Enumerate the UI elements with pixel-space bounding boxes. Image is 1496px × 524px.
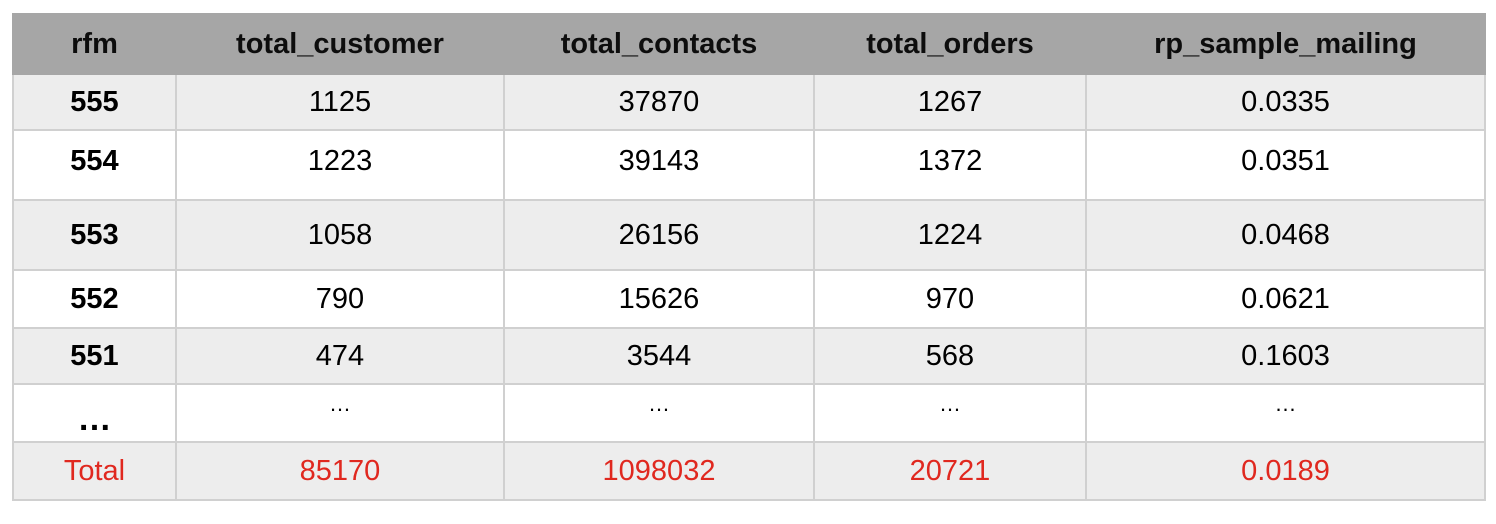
cell-total-contacts-ellipsis: … <box>503 383 815 443</box>
header-total-orders: total_orders <box>813 13 1087 75</box>
cell-total-customer-sum: 85170 <box>175 441 505 501</box>
cell-rfm: 555 <box>12 73 177 131</box>
header-total-contacts: total_contacts <box>503 13 815 75</box>
rfm-summary-table-container: rfm total_customer total_contacts total_… <box>12 13 1486 501</box>
table-row: 553 1058 26156 1224 0.0468 <box>12 199 1486 271</box>
cell-total-contacts: 37870 <box>503 73 815 131</box>
table-row: 555 1125 37870 1267 0.0335 <box>12 73 1486 131</box>
rfm-summary-table: rfm total_customer total_contacts total_… <box>12 13 1486 501</box>
cell-rfm-ellipsis: … <box>12 383 177 443</box>
table-row: 552 790 15626 970 0.0621 <box>12 269 1486 329</box>
table-header: rfm total_customer total_contacts total_… <box>12 13 1486 75</box>
table-body: 555 1125 37870 1267 0.0335 554 1223 3914… <box>12 73 1486 501</box>
cell-total-orders: 568 <box>813 327 1087 385</box>
cell-total-customer: 474 <box>175 327 505 385</box>
cell-rp-sample-mailing: 0.1603 <box>1085 327 1486 385</box>
cell-total-orders: 1224 <box>813 199 1087 271</box>
cell-total-orders: 1267 <box>813 73 1087 131</box>
cell-total-orders-sum: 20721 <box>813 441 1087 501</box>
cell-total-contacts: 39143 <box>503 129 815 201</box>
cell-total-label: Total <box>12 441 177 501</box>
total-row: Total 85170 1098032 20721 0.0189 <box>12 441 1486 501</box>
cell-rfm: 551 <box>12 327 177 385</box>
cell-total-orders: 1372 <box>813 129 1087 201</box>
header-total-customer: total_customer <box>175 13 505 75</box>
cell-rp-sample-mailing: 0.0351 <box>1085 129 1486 201</box>
cell-rfm: 554 <box>12 129 177 201</box>
cell-rp-sample-mailing: 0.0621 <box>1085 269 1486 329</box>
header-rp-sample-mailing: rp_sample_mailing <box>1085 13 1486 75</box>
cell-total-orders: 970 <box>813 269 1087 329</box>
table-row: 551 474 3544 568 0.1603 <box>12 327 1486 385</box>
table-row: 554 1223 39143 1372 0.0351 <box>12 129 1486 201</box>
cell-total-contacts-sum: 1098032 <box>503 441 815 501</box>
header-row: rfm total_customer total_contacts total_… <box>12 13 1486 75</box>
cell-total-contacts: 3544 <box>503 327 815 385</box>
cell-total-orders-ellipsis: … <box>813 383 1087 443</box>
cell-total-customer: 1058 <box>175 199 505 271</box>
table-row: … … … … … <box>12 383 1486 443</box>
cell-total-customer: 1223 <box>175 129 505 201</box>
cell-rfm: 553 <box>12 199 177 271</box>
cell-rfm: 552 <box>12 269 177 329</box>
cell-total-customer: 1125 <box>175 73 505 131</box>
cell-rp-sample-mailing-total: 0.0189 <box>1085 441 1486 501</box>
cell-total-contacts: 15626 <box>503 269 815 329</box>
cell-rp-sample-mailing: 0.0468 <box>1085 199 1486 271</box>
cell-total-customer: 790 <box>175 269 505 329</box>
cell-rp-sample-mailing: 0.0335 <box>1085 73 1486 131</box>
cell-total-contacts: 26156 <box>503 199 815 271</box>
cell-rp-sample-mailing-ellipsis: … <box>1085 383 1486 443</box>
cell-total-customer-ellipsis: … <box>175 383 505 443</box>
header-rfm: rfm <box>12 13 177 75</box>
